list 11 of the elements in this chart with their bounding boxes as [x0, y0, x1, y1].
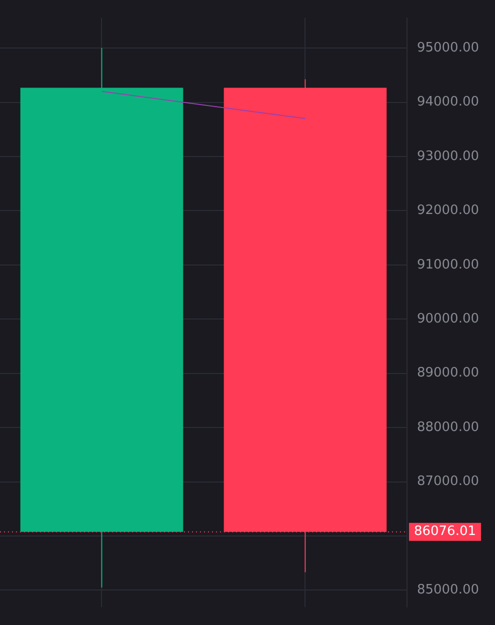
y-tick-label: 93000.00	[416, 148, 479, 164]
y-tick-label: 95000.00	[416, 40, 479, 56]
y-tick-label: 87000.00	[416, 474, 479, 490]
y-tick-label: 94000.00	[416, 94, 479, 110]
y-tick-label: 89000.00	[416, 366, 479, 381]
y-tick-label: 85000.00	[416, 582, 479, 598]
y-tick-label: 90000.00	[416, 311, 479, 326]
y-tick-label: 92000.00	[416, 203, 479, 218]
y-tick-label: 88000.00	[416, 420, 479, 435]
ref-line-label: 86076.01	[414, 524, 476, 540]
y-tick-label: 91000.00	[416, 257, 479, 272]
